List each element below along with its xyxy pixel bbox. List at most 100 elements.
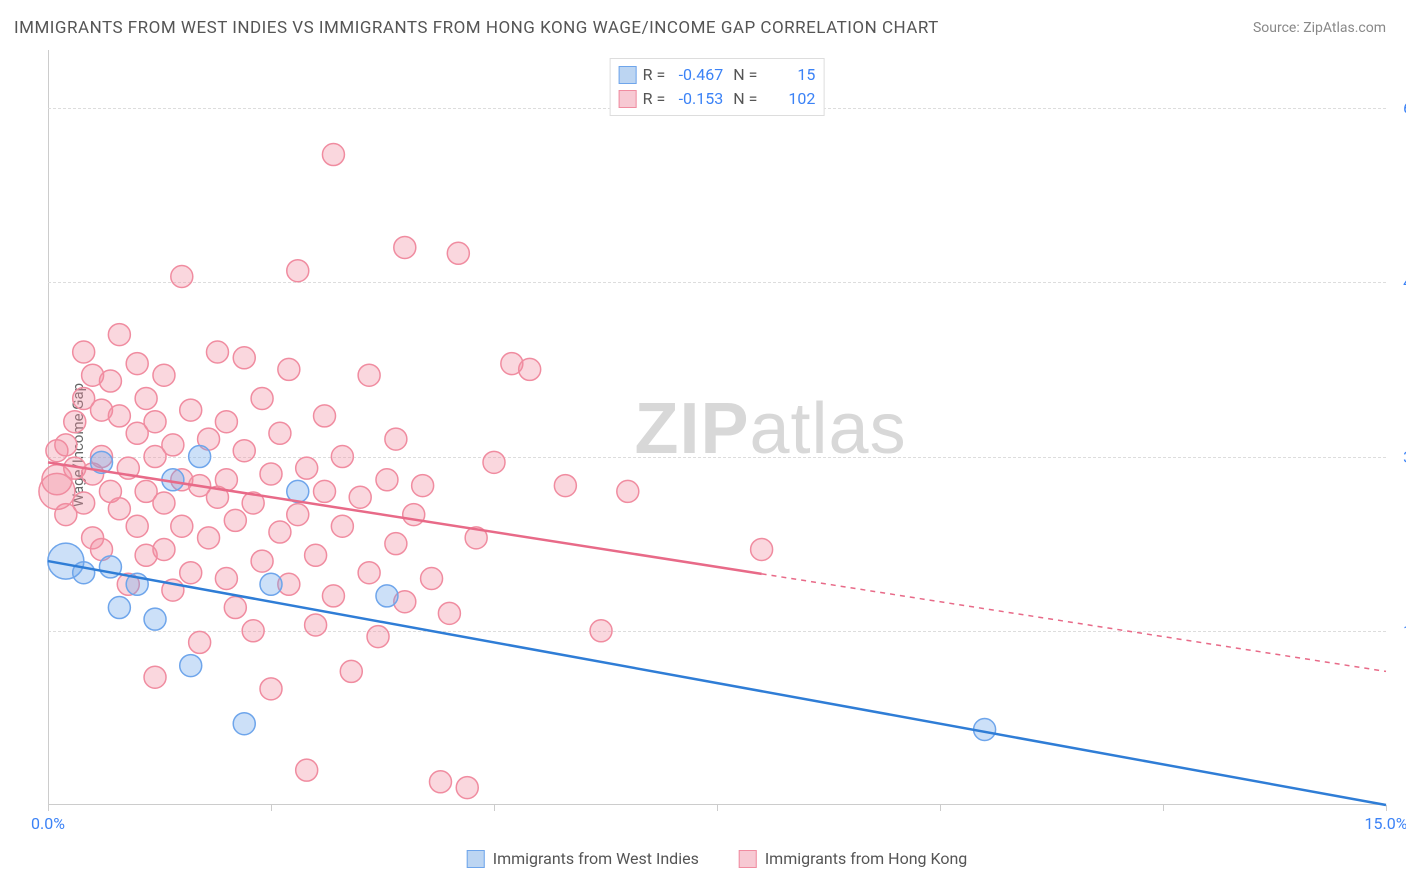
data-point	[331, 446, 353, 468]
data-point	[171, 515, 193, 537]
data-point	[421, 568, 443, 590]
data-point	[108, 324, 130, 346]
data-point	[314, 480, 336, 502]
data-point	[108, 498, 130, 520]
bottom-label-west-indies: Immigrants from West Indies	[493, 849, 699, 868]
chart-svg	[48, 50, 1386, 805]
data-point	[438, 602, 460, 624]
bottom-legend-west-indies: Immigrants from West Indies	[467, 849, 699, 868]
legend-row-hong-kong: R = -0.153 N = 102	[619, 87, 816, 111]
data-point	[385, 428, 407, 450]
data-point	[206, 341, 228, 363]
data-point	[189, 631, 211, 653]
chart-area: Wage/Income Gap ZIPatlas 15.0%30.0%45.0%…	[48, 50, 1386, 840]
x-tick-mark	[1386, 805, 1387, 811]
data-point	[189, 446, 211, 468]
data-point	[64, 411, 86, 433]
data-point	[126, 353, 148, 375]
data-point	[73, 492, 95, 514]
legend-n-west-indies: 15	[763, 63, 815, 87]
swatch-west-indies	[619, 66, 637, 84]
data-point	[162, 434, 184, 456]
data-point	[99, 370, 121, 392]
legend-n-label: N =	[729, 63, 757, 87]
data-point	[314, 405, 336, 427]
data-point	[367, 626, 389, 648]
data-point	[287, 504, 309, 526]
data-point	[305, 544, 327, 566]
data-point	[447, 242, 469, 264]
data-point	[322, 585, 344, 607]
data-point	[73, 341, 95, 363]
data-point	[322, 144, 344, 166]
bottom-legend-hong-kong: Immigrants from Hong Kong	[739, 849, 967, 868]
source-text: Source: ZipAtlas.com	[1253, 20, 1386, 36]
chart-title: IMMIGRANTS FROM WEST INDIES VS IMMIGRANT…	[14, 18, 939, 38]
data-point	[412, 475, 434, 497]
data-point	[260, 573, 282, 595]
plot-region: 15.0%30.0%45.0%60.0%0.0%15.0%	[48, 50, 1386, 805]
legend-n-hong-kong: 102	[763, 87, 815, 111]
data-point	[153, 492, 175, 514]
data-point	[358, 562, 380, 584]
data-point	[260, 678, 282, 700]
data-point	[144, 411, 166, 433]
data-point	[278, 358, 300, 380]
data-point	[296, 759, 318, 781]
data-point	[153, 364, 175, 386]
data-point	[358, 364, 380, 386]
data-point	[215, 411, 237, 433]
data-point	[108, 597, 130, 619]
trend-line	[48, 561, 1386, 805]
data-point	[224, 597, 246, 619]
data-point	[108, 405, 130, 427]
legend-r-label: R =	[643, 87, 666, 111]
data-point	[233, 713, 255, 735]
data-point	[429, 771, 451, 793]
data-point	[224, 509, 246, 531]
data-point	[483, 451, 505, 473]
legend-r-hong-kong: -0.153	[671, 87, 723, 111]
data-point	[751, 538, 773, 560]
data-point	[215, 469, 237, 491]
legend-row-west-indies: R = -0.467 N = 15	[619, 63, 816, 87]
swatch-hong-kong	[619, 90, 637, 108]
data-point	[376, 469, 398, 491]
data-point	[349, 486, 371, 508]
x-tick-label: 0.0%	[31, 814, 65, 833]
bottom-legend: Immigrants from West Indies Immigrants f…	[467, 849, 968, 868]
trend-line-dashed	[762, 574, 1386, 672]
bottom-swatch-hong-kong	[739, 850, 757, 868]
data-point	[519, 358, 541, 380]
data-point	[269, 521, 291, 543]
data-point	[340, 660, 362, 682]
x-tick-mark	[48, 805, 49, 811]
data-point	[269, 422, 291, 444]
data-point	[403, 504, 425, 526]
data-point	[55, 434, 77, 456]
data-point	[385, 533, 407, 555]
legend-r-west-indies: -0.467	[671, 63, 723, 87]
data-point	[394, 236, 416, 258]
bottom-swatch-west-indies	[467, 850, 485, 868]
data-point	[144, 666, 166, 688]
data-point	[242, 620, 264, 642]
data-point	[331, 515, 353, 537]
x-tick-mark	[494, 805, 495, 811]
data-point	[233, 440, 255, 462]
data-point	[554, 475, 576, 497]
data-point	[215, 568, 237, 590]
legend-n-label: N =	[729, 87, 757, 111]
data-point	[126, 515, 148, 537]
data-point	[144, 608, 166, 630]
data-point	[260, 463, 282, 485]
data-point	[456, 777, 478, 799]
data-point	[153, 538, 175, 560]
data-point	[251, 550, 273, 572]
data-point	[590, 620, 612, 642]
data-point	[296, 457, 318, 479]
x-tick-label: 15.0%	[1365, 814, 1406, 833]
legend-r-label: R =	[643, 63, 666, 87]
x-tick-mark	[1163, 805, 1164, 811]
data-point	[251, 387, 273, 409]
